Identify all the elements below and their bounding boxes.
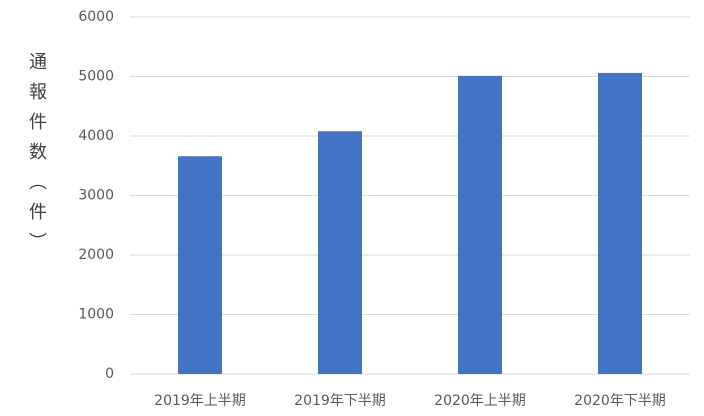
bar	[178, 156, 222, 374]
y-tick-label: 0	[105, 366, 114, 382]
x-tick-label: 2019年上半期	[154, 393, 246, 409]
y-axis-label: 通報件数（件）	[26, 52, 47, 262]
y-tick-label: 4000	[78, 128, 114, 144]
y-tick-label: 1000	[78, 307, 114, 323]
bar	[598, 72, 642, 375]
x-tick-label: 2020年下半期	[574, 393, 666, 409]
bar	[458, 75, 502, 374]
y-tick-label: 5000	[78, 69, 114, 85]
x-tick-label: 2019年下半期	[294, 393, 386, 409]
y-tick-label: 2000	[78, 247, 114, 263]
y-tick-label: 6000	[78, 9, 114, 25]
x-tick-label: 2020年上半期	[434, 393, 526, 409]
bar	[318, 131, 362, 374]
y-tick-label: 3000	[78, 188, 114, 204]
